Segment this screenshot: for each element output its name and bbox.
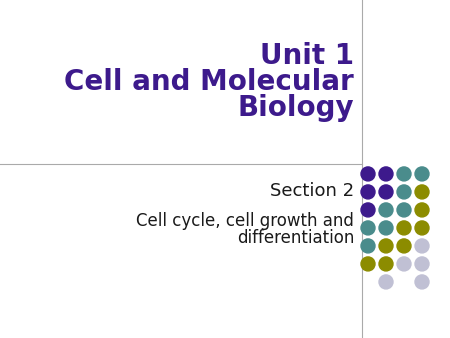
Text: Section 2: Section 2	[270, 182, 354, 200]
Circle shape	[379, 275, 393, 289]
Circle shape	[379, 203, 393, 217]
Circle shape	[379, 185, 393, 199]
Circle shape	[361, 185, 375, 199]
Circle shape	[379, 257, 393, 271]
Circle shape	[415, 185, 429, 199]
Circle shape	[379, 239, 393, 253]
Circle shape	[361, 239, 375, 253]
Text: Unit 1: Unit 1	[260, 42, 354, 70]
Circle shape	[415, 221, 429, 235]
Circle shape	[397, 221, 411, 235]
Circle shape	[397, 203, 411, 217]
Circle shape	[415, 275, 429, 289]
Circle shape	[397, 239, 411, 253]
Circle shape	[397, 257, 411, 271]
Text: Biology: Biology	[238, 94, 354, 122]
Circle shape	[397, 167, 411, 181]
Text: Cell cycle, cell growth and: Cell cycle, cell growth and	[136, 212, 354, 230]
Text: Cell and Molecular: Cell and Molecular	[64, 68, 354, 96]
Circle shape	[361, 167, 375, 181]
Circle shape	[379, 221, 393, 235]
Circle shape	[415, 257, 429, 271]
Circle shape	[397, 185, 411, 199]
Circle shape	[415, 203, 429, 217]
Text: differentiation: differentiation	[237, 229, 354, 247]
Circle shape	[379, 167, 393, 181]
Circle shape	[415, 167, 429, 181]
Circle shape	[361, 203, 375, 217]
Circle shape	[415, 239, 429, 253]
Circle shape	[361, 257, 375, 271]
Circle shape	[361, 221, 375, 235]
